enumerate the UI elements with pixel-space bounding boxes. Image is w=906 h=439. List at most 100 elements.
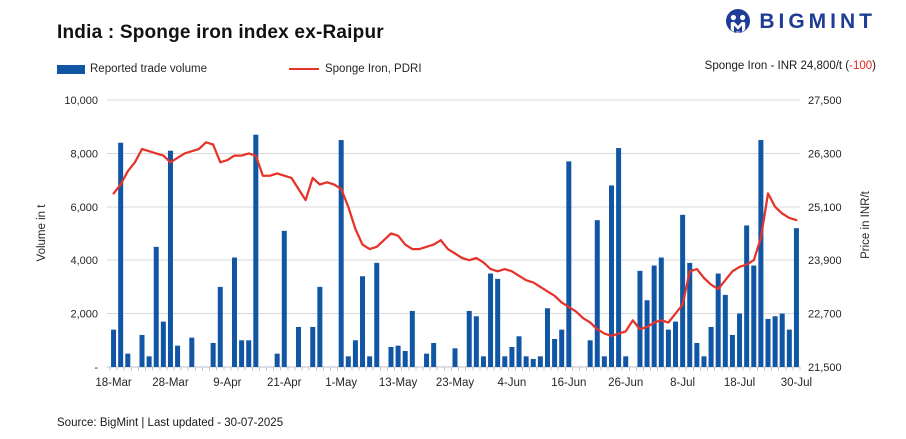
price-readout-prefix: Sponge Iron - INR 24,800/t (	[704, 60, 850, 72]
volume-bar	[658, 257, 664, 367]
volume-bar	[502, 356, 508, 367]
volume-bar	[480, 356, 486, 367]
price-line	[112, 141, 798, 338]
x-axis-label: 1-May	[325, 377, 357, 389]
legend-line-label: Sponge Iron, PDRI	[324, 63, 422, 75]
volume-bar	[665, 329, 671, 367]
volume-bar	[146, 356, 152, 367]
x-axis-label: 13-May	[379, 377, 418, 389]
page-title: India : Sponge iron index ex-Raipur	[57, 22, 384, 43]
volume-bar	[516, 336, 522, 367]
volume-bar	[125, 353, 131, 367]
volume-bar	[153, 246, 159, 367]
volume-bar	[566, 161, 572, 367]
price-change-value: -100	[849, 60, 873, 72]
volume-bar	[310, 326, 316, 367]
volume-bar	[523, 356, 529, 367]
x-axis-label: 26-Jun	[608, 377, 643, 389]
legend: Reported trade volume Sponge Iron, PDRI	[57, 63, 422, 75]
volume-bar	[687, 262, 693, 367]
left-axis-tick: -	[94, 362, 98, 374]
left-axis-tick: 2,000	[70, 309, 98, 321]
volume-bar	[231, 257, 237, 367]
volume-bar	[509, 346, 515, 367]
right-axis-tick: 27,500	[808, 95, 842, 107]
legend-bar-swatch	[57, 64, 85, 74]
volume-bar	[737, 313, 743, 367]
x-axis-label: 18-Jul	[724, 377, 755, 389]
volume-bar	[601, 356, 607, 367]
volume-bar	[708, 326, 714, 367]
price-readout: Sponge Iron - INR 24,800/t (-100)	[705, 60, 876, 72]
x-axis-label: 8-Jul	[670, 377, 695, 389]
volume-bar	[253, 134, 259, 367]
x-axis-label: 21-Apr	[267, 377, 302, 389]
volume-bar	[175, 345, 181, 367]
volume-bar	[644, 300, 650, 367]
volume-bar	[388, 346, 394, 367]
volume-bar	[402, 350, 408, 367]
x-axis-label: 23-May	[436, 377, 475, 389]
volume-bar	[751, 265, 757, 367]
volume-bar	[537, 356, 543, 367]
volume-bar	[167, 150, 173, 367]
brand-name: BIGMINT	[759, 10, 876, 33]
left-axis-title: Volume in t	[36, 204, 48, 262]
volume-bar	[160, 321, 166, 367]
volume-bar	[210, 342, 216, 367]
volume-bar	[673, 321, 679, 367]
legend-bar-label: Reported trade volume	[90, 63, 207, 75]
left-axis-tick: 10,000	[64, 95, 98, 107]
right-axis-tick: 26,300	[808, 148, 842, 160]
volume-bar	[623, 356, 629, 367]
volume-bar	[495, 278, 501, 367]
volume-bar	[758, 140, 764, 367]
volume-bar	[246, 340, 252, 367]
volume-bar	[473, 316, 479, 367]
volume-bar	[587, 340, 593, 367]
volume-bar	[352, 340, 358, 367]
volume-bar	[317, 286, 323, 367]
volume-bar	[765, 318, 771, 367]
volume-bar	[424, 353, 430, 367]
volume-bar	[786, 329, 792, 367]
x-axis-label: 30-Jul	[781, 377, 812, 389]
right-axis-tick: 25,100	[808, 202, 842, 214]
volume-bar	[139, 334, 145, 367]
volume-bar	[779, 313, 785, 367]
x-axis-label: 18-Mar	[95, 377, 132, 389]
x-axis-label: 16-Jun	[551, 377, 586, 389]
volume-bar	[715, 273, 721, 367]
left-axis-tick: 4,000	[70, 255, 98, 267]
volume-bar	[296, 326, 302, 367]
volume-bar	[189, 337, 195, 367]
volume-bar	[651, 265, 657, 367]
volume-bar	[281, 230, 287, 367]
volume-bar	[594, 220, 600, 367]
volume-bar	[680, 214, 686, 367]
volume-bar	[744, 225, 750, 367]
volume-bar	[793, 228, 799, 367]
volume-bar	[118, 142, 124, 367]
volume-bar	[530, 358, 536, 367]
right-axis-tick: 21,500	[808, 362, 842, 374]
volume-bar	[338, 140, 344, 367]
volume-bar	[608, 185, 614, 367]
volume-bar	[409, 310, 415, 367]
volume-bar	[345, 356, 351, 367]
volume-bar	[488, 273, 494, 367]
price-readout-suffix: )	[872, 60, 876, 72]
source-note: Source: BigMint | Last updated - 30-07-2…	[57, 417, 284, 429]
volume-bar	[552, 338, 558, 367]
volume-bar	[637, 270, 643, 367]
x-axis-label: 28-Mar	[152, 377, 189, 389]
brand-logo: BIGMINT	[724, 8, 876, 36]
bigmint-icon	[726, 9, 751, 33]
volume-bar	[111, 329, 117, 367]
x-axis-label: 4-Jun	[498, 377, 527, 389]
volume-bar	[274, 353, 280, 367]
right-axis-tick: 22,700	[808, 309, 842, 321]
volume-bar	[452, 348, 458, 367]
